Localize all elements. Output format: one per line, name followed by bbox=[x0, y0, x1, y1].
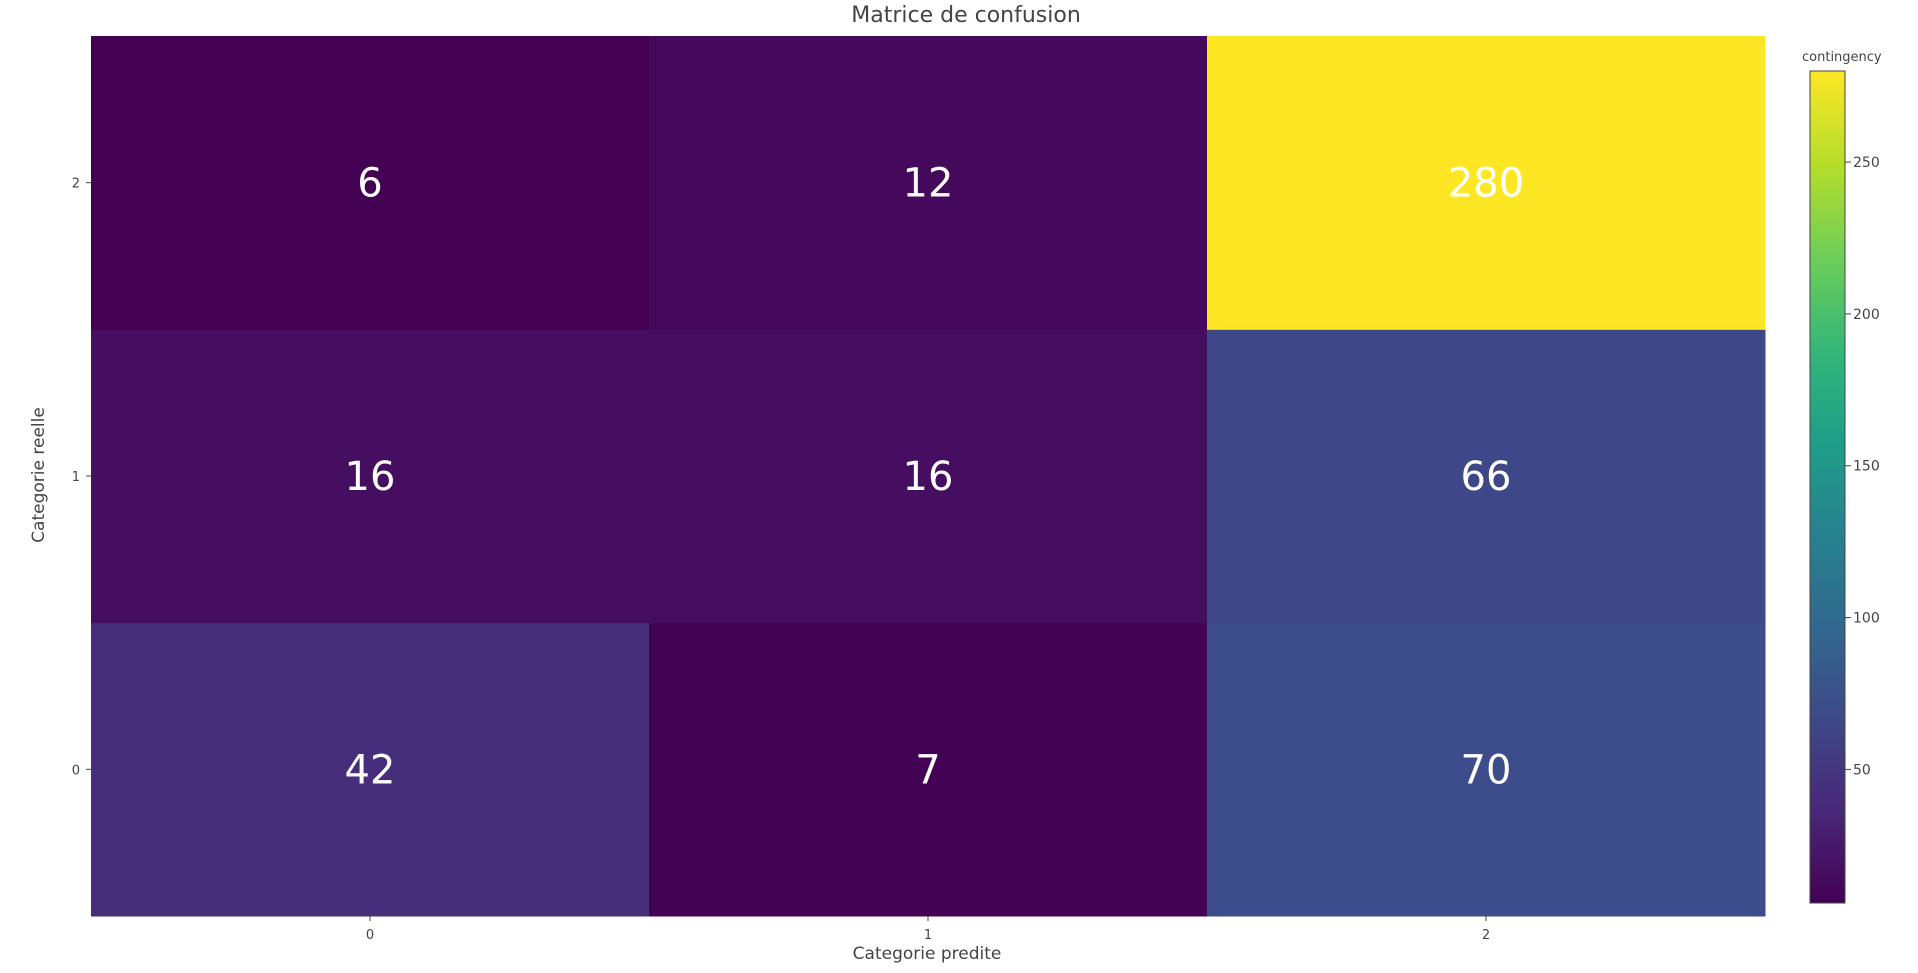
x-axis-ticks: 0 1 2 bbox=[366, 916, 1490, 943]
heatmap-cell-r2-c0 bbox=[91, 36, 650, 330]
heatmap-cell-r2-c1 bbox=[649, 36, 1208, 330]
heatmap-cell-r0-c2 bbox=[1207, 622, 1766, 917]
cell-value-label: 6 bbox=[357, 161, 382, 207]
heatmap-cell-r1-c1 bbox=[649, 329, 1208, 624]
colorbar-ticks: 50 100 150 200 250 bbox=[1845, 155, 1880, 778]
cell-value-label: 70 bbox=[1461, 747, 1512, 793]
heatmap-cell-r0-c0 bbox=[91, 622, 650, 917]
y-tick-label: 1 bbox=[72, 470, 80, 485]
y-tick-label: 2 bbox=[72, 177, 80, 192]
colorbar-gradient bbox=[1809, 70, 1846, 904]
chart-title: Matrice de confusion bbox=[851, 3, 1081, 28]
colorbar-tick-label: 200 bbox=[1853, 307, 1880, 323]
heatmap-cells bbox=[91, 36, 1766, 917]
heatmap-cell-r2-c2 bbox=[1207, 36, 1766, 330]
colorbar-tick-label: 250 bbox=[1853, 155, 1880, 171]
cell-value-label: 66 bbox=[1461, 454, 1512, 500]
colorbar-tick-label: 100 bbox=[1853, 611, 1880, 627]
x-tick-label: 2 bbox=[1482, 928, 1490, 943]
heatmap-cell-r1-c2 bbox=[1207, 329, 1766, 624]
colorbar-tick-label: 150 bbox=[1853, 459, 1880, 475]
colorbar-title: contingency bbox=[1802, 50, 1882, 65]
x-axis-title: Categorie predite bbox=[853, 944, 1002, 964]
cell-value-label: 16 bbox=[903, 454, 954, 500]
cell-value-label: 42 bbox=[345, 747, 396, 793]
colorbar: contingency 50 100 150 200 250 bbox=[1802, 50, 1882, 904]
x-tick-label: 0 bbox=[366, 928, 374, 943]
cell-value-label: 16 bbox=[345, 454, 396, 500]
y-tick-label: 0 bbox=[72, 763, 80, 778]
cell-value-label: 12 bbox=[903, 161, 954, 207]
y-axis-ticks: 0 1 2 bbox=[72, 177, 91, 778]
y-axis-title: Categorie reelle bbox=[29, 407, 49, 543]
heatmap-cell-r0-c1 bbox=[649, 622, 1208, 917]
cell-value-label: 280 bbox=[1448, 161, 1524, 207]
x-tick-label: 1 bbox=[924, 928, 932, 943]
colorbar-tick-label: 50 bbox=[1853, 762, 1871, 778]
heatmap-cell-r1-c0 bbox=[91, 329, 650, 624]
cell-value-label: 7 bbox=[915, 747, 940, 793]
